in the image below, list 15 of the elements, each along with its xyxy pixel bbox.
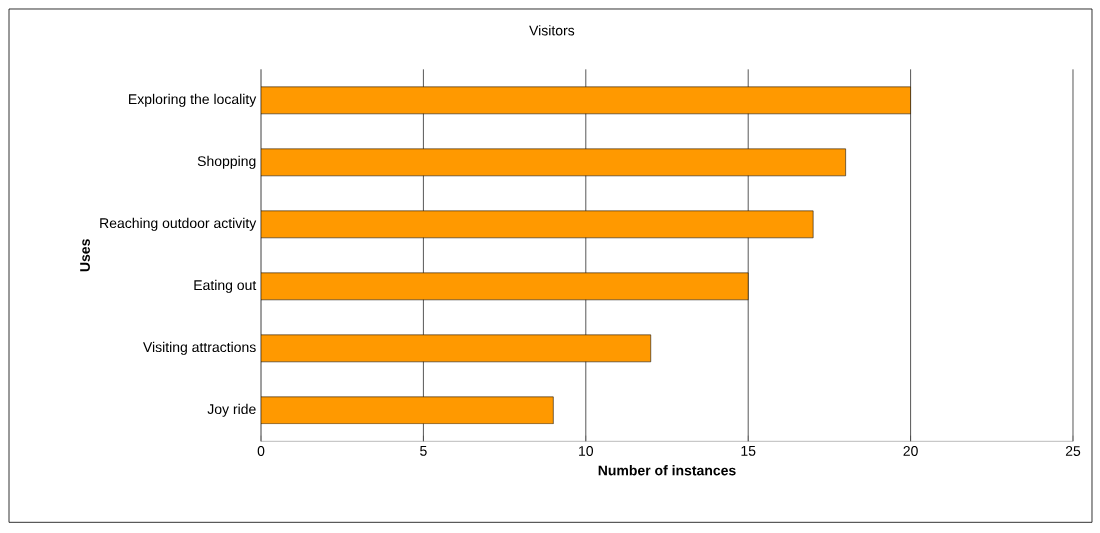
x-tick-label: 10 xyxy=(579,445,594,456)
x-tick-label: 0 xyxy=(257,445,265,456)
x-axis-title: Number of instances xyxy=(598,464,736,476)
x-tick-label: 20 xyxy=(903,445,918,456)
y-tick-label: Visiting attractions xyxy=(143,341,256,355)
y-tick-label: Reaching outdoor activity xyxy=(100,217,257,231)
y-tick-label: Joy ride xyxy=(207,403,256,417)
x-tick-label: 25 xyxy=(1065,445,1081,456)
chart-title: Visitors xyxy=(529,25,575,36)
y-tick-label: Eating out xyxy=(194,279,257,293)
x-tick-label: 5 xyxy=(420,445,427,456)
y-tick-label: Shopping xyxy=(197,155,256,169)
x-tick-label: 15 xyxy=(741,445,756,456)
y-axis-title: Uses xyxy=(80,239,90,272)
y-tick-label: Exploring the locality xyxy=(129,93,257,107)
